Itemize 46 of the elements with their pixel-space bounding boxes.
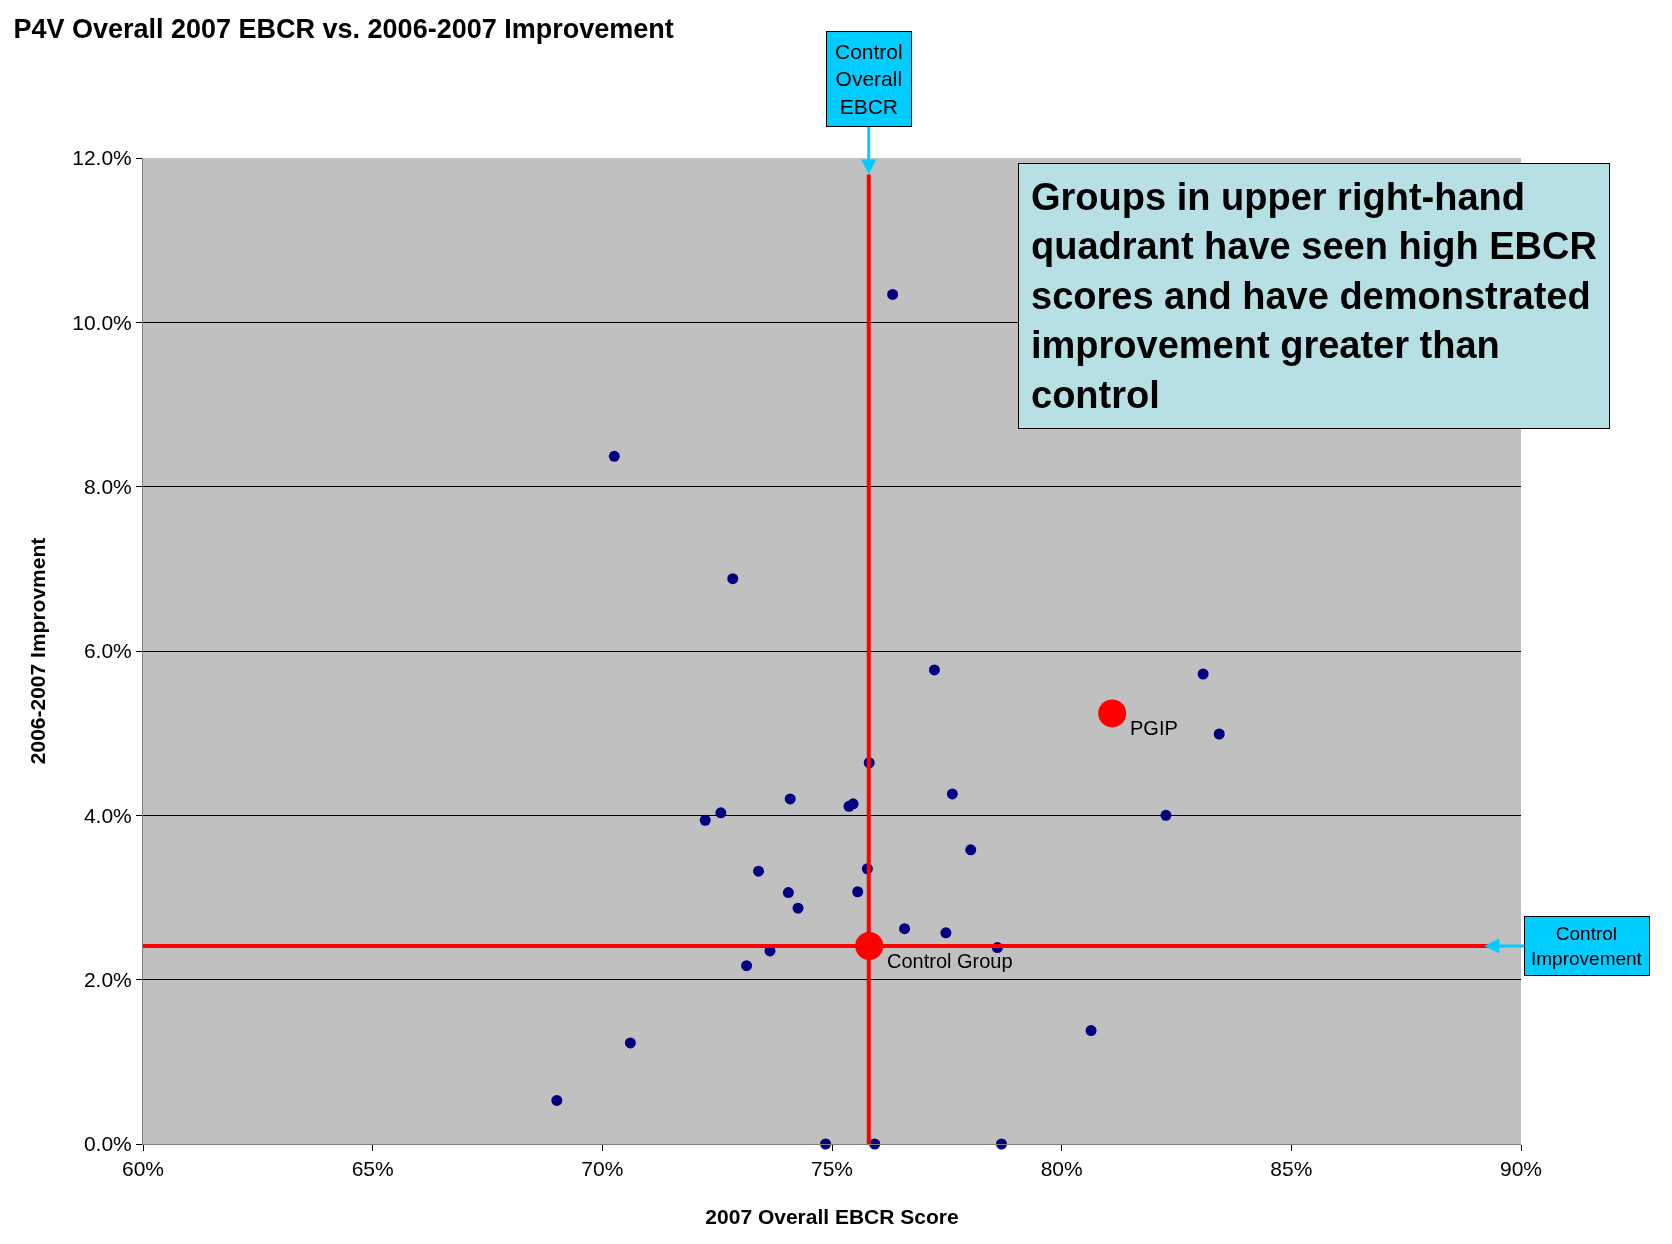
y-tick-label: 6.0% [83, 639, 132, 663]
point [715, 807, 727, 819]
x-tick-label: 75% [810, 1157, 854, 1181]
point [899, 923, 911, 935]
point [699, 814, 711, 826]
point [1213, 728, 1225, 740]
point [928, 664, 940, 676]
point [608, 450, 620, 462]
point [624, 1037, 636, 1049]
point [1085, 1025, 1097, 1037]
ref-line-label: Control Improvement [1531, 923, 1643, 969]
point [887, 288, 899, 300]
point [1197, 668, 1209, 680]
point [741, 960, 753, 972]
y-tick-label: 2.0% [83, 968, 132, 992]
y-tick-label: 0.0% [83, 1132, 132, 1156]
x-tick-label: 60% [121, 1157, 165, 1181]
x-tick-label: 85% [1270, 1157, 1313, 1181]
x-tick-label: 65% [351, 1157, 394, 1181]
chart-title: P4V Overall 2007 EBCR vs. 2006-2007 Improvement [13, 13, 674, 44]
point [753, 865, 765, 877]
point [727, 573, 739, 585]
point [551, 1094, 563, 1106]
y-tick-label: 10.0% [72, 310, 132, 334]
ref-line-label: Control Overall EBCR [835, 40, 903, 118]
series-label: Control Group [887, 950, 1013, 972]
point [852, 886, 864, 898]
point [946, 788, 958, 800]
x-tick-label: 80% [1040, 1157, 1083, 1181]
series-label: PGIP [1130, 717, 1178, 739]
point [965, 844, 977, 856]
point [940, 927, 952, 939]
y-tick-label: 8.0% [83, 475, 132, 499]
annotation: Groups in upper right-hand quadrant have seen high EBCR scores and have demonstrated improvement greater than control [1031, 176, 1597, 416]
x-tick-label: 70% [581, 1157, 624, 1181]
y-tick-label: 12.0% [72, 146, 132, 170]
point [782, 887, 794, 899]
y-axis-title: 2006-2007 Improvment [26, 537, 50, 765]
x-axis-title: 2007 Overall EBCR Score [705, 1205, 959, 1229]
point [1098, 699, 1127, 728]
y-tick-label: 4.0% [83, 803, 132, 827]
point [784, 793, 796, 805]
x-tick-label: 90% [1499, 1157, 1543, 1181]
point [1160, 809, 1172, 821]
point [847, 798, 859, 810]
point [792, 902, 804, 914]
